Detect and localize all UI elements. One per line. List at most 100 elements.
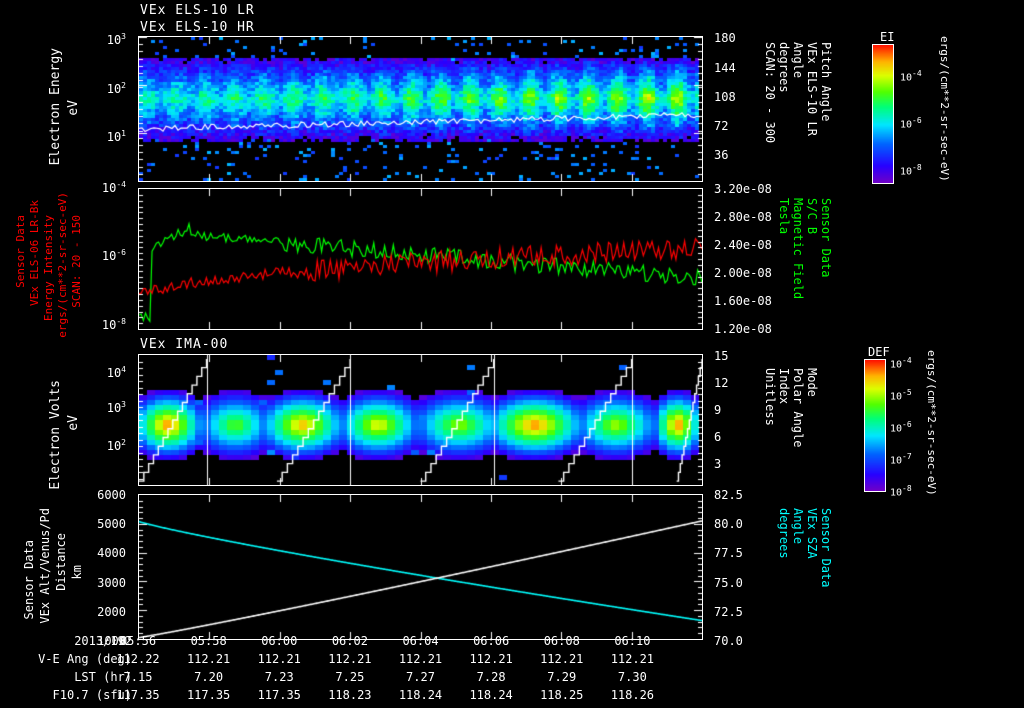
bottom-cell-time-row-6: 06:08 bbox=[543, 634, 580, 648]
panel1-title-line1: VEx ELS-10 LR bbox=[140, 3, 255, 18]
panel3-yunit: eV bbox=[66, 415, 81, 431]
panel4-right-label-3: degrees bbox=[777, 508, 791, 559]
panel3-title: VEx IMA-00 bbox=[140, 337, 229, 352]
panel2-left-label-0: Sensor Data bbox=[14, 215, 27, 288]
panel3-right-tick-4: 3 bbox=[714, 457, 722, 471]
panel3-ytick-2: 102 bbox=[106, 438, 126, 453]
panel4-left-label-2: Distance bbox=[54, 533, 68, 591]
bottom-cell-ve-ang-row-6: 112.21 bbox=[540, 652, 584, 666]
panel1-right-tick-2: 108 bbox=[714, 90, 736, 104]
panel2-right-tick-0: 3.20e-08 bbox=[714, 182, 772, 196]
bottom-cell-ve-ang-row-7: 112.21 bbox=[610, 652, 655, 666]
bottom-cell-lst-row-6: 7.29 bbox=[547, 670, 577, 684]
panel3-colorbar-tick-4: 10-8 bbox=[890, 484, 912, 499]
panel3-right-label-2: Index bbox=[777, 368, 791, 405]
bottom-cell-lst-row-7: 7.30 bbox=[617, 670, 647, 684]
panel2-right-tick-2: 2.40e-08 bbox=[714, 238, 772, 252]
panel4-left-label-1: VEx Alt/Venus/Pd bbox=[38, 508, 52, 624]
panel2-right-tick-5: 1.20e-08 bbox=[714, 322, 772, 336]
panel3-right-label-1: Polar Angle bbox=[791, 368, 805, 448]
bottom-cell-time-row-3: 06:02 bbox=[331, 634, 368, 648]
panel2-right-tick-1: 2.80e-08 bbox=[714, 210, 772, 224]
bottom-cell-lst-row-3: 7.25 bbox=[335, 670, 365, 684]
panel2-right-label-0: Sensor Data bbox=[819, 198, 833, 278]
panel1-right-label-3: degrees bbox=[777, 42, 791, 93]
panel3-ylabel: Electron Volts bbox=[48, 380, 63, 490]
panel3-spectrogram-canvas[interactable] bbox=[139, 355, 702, 485]
bottom-cell-lst-row-4: 7.27 bbox=[406, 670, 435, 684]
panel1-right-label-0: Pitch Angle bbox=[819, 42, 833, 122]
bottom-cell-ve-ang-row-4: 112.21 bbox=[398, 652, 443, 666]
panel4-line-canvas[interactable] bbox=[139, 495, 702, 639]
panel2-right-tick-3: 2.00e-08 bbox=[714, 266, 772, 280]
panel2-ytick-1: 10-6 bbox=[101, 248, 126, 263]
bottom-cell-ve-ang-row-3: 112.21 bbox=[328, 652, 372, 666]
panel4-right-tick-5: 70.0 bbox=[714, 634, 743, 648]
panel1-right-label-2: Angle bbox=[791, 42, 805, 79]
panel2-left-label-2: Energy Intensity bbox=[42, 215, 55, 321]
bottom-cell-lst-row-0: 7.15 bbox=[123, 670, 153, 684]
panel4-ytick-4: 2000 bbox=[97, 605, 126, 619]
panel4-ytick-5: 1000 bbox=[97, 634, 126, 648]
panel4-left-label-0: Sensor Data bbox=[22, 540, 36, 620]
panel2-right-tick-4: 1.60e-08 bbox=[714, 294, 772, 308]
panel4-ytick-2: 4000 bbox=[97, 546, 126, 560]
bottom-cell-f107-row-5: 118.24 bbox=[469, 688, 513, 702]
bottom-cell-lst-row-5: 7.28 bbox=[476, 670, 506, 684]
panel1-right-tick-4: 36 bbox=[714, 148, 729, 162]
bottom-cell-f107-row-6: 118.25 bbox=[540, 688, 584, 702]
panel1-ytick-0: 103 bbox=[106, 32, 126, 47]
panel1-colorbar-tick-0: 10-4 bbox=[900, 69, 922, 84]
panel2-ytick-2: 10-8 bbox=[101, 317, 126, 332]
panel2-right-label-2: Magnetic Field bbox=[791, 198, 805, 300]
bottom-cell-time-row-2: 06:00 bbox=[261, 634, 298, 648]
panel4-right-tick-2: 77.5 bbox=[714, 546, 743, 560]
panel1-title-line2: VEx ELS-10 HR bbox=[140, 20, 255, 35]
bottom-cell-lst-row-1: 7.20 bbox=[194, 670, 224, 684]
panel4-right-label-1: VEx SZA bbox=[805, 508, 819, 559]
panel1-yunit: eV bbox=[66, 100, 81, 116]
bottom-cell-f107-row-4: 118.24 bbox=[398, 688, 443, 702]
panel3-right-tick-3: 6 bbox=[714, 430, 722, 444]
panel2-right-label-3: Tesla bbox=[777, 198, 791, 235]
panel3-colorbar-tick-0: 10-4 bbox=[890, 356, 912, 371]
bottom-row-label-f107-row: F10.7 (sfu) bbox=[52, 688, 132, 702]
panel4-ytick-0: 6000 bbox=[97, 488, 126, 502]
panel3-right-label-3: Unitless bbox=[763, 368, 777, 426]
panel2-ytick-0: 10-4 bbox=[101, 180, 126, 195]
bottom-row-label-lst-row: LST (hr) bbox=[74, 670, 132, 684]
panel3-colorbar-tick-3: 10-7 bbox=[890, 452, 912, 467]
bottom-cell-ve-ang-row-1: 112.21 bbox=[186, 652, 231, 666]
panel3-ytick-1: 103 bbox=[106, 400, 126, 415]
panel3-right-tick-1: 12 bbox=[714, 376, 729, 390]
panel4-right-tick-1: 80.0 bbox=[714, 517, 743, 531]
panel2-left-label-1: VEx ELS-06 LR-Bk bbox=[28, 200, 41, 306]
panel3-colorbar-unit: ergs/(cm**2-sr-sec-eV) bbox=[925, 350, 938, 496]
panel4-right-tick-4: 72.5 bbox=[714, 605, 743, 619]
bottom-cell-f107-row-7: 118.26 bbox=[610, 688, 655, 702]
panel1-colorbar-unit: ergs/(cm**2-sr-sec-eV) bbox=[938, 36, 951, 182]
bottom-cell-ve-ang-row-5: 112.21 bbox=[469, 652, 513, 666]
panel1-colorbar-tick-2: 10-8 bbox=[900, 163, 922, 178]
panel1-colorbar bbox=[872, 44, 894, 184]
bottom-cell-ve-ang-row-0: 112.22 bbox=[116, 652, 160, 666]
panel2-line-canvas[interactable] bbox=[139, 189, 702, 329]
panel4-right-tick-0: 82.5 bbox=[714, 488, 743, 502]
bottom-row-label-ve-ang-row: V-E Ang (deg) bbox=[38, 652, 132, 666]
panel3-right-tick-2: 9 bbox=[714, 403, 722, 417]
panel4-right-tick-3: 75.0 bbox=[714, 576, 743, 590]
bottom-cell-f107-row-3: 118.23 bbox=[328, 688, 372, 702]
panel2-left-label-3: ergs/(cm**2-sr-sec-eV) bbox=[56, 192, 69, 338]
panel3-right-tick-0: 15 bbox=[714, 349, 729, 363]
panel1-spectrogram-canvas[interactable] bbox=[139, 37, 702, 181]
bottom-cell-lst-row-2: 7.23 bbox=[264, 670, 294, 684]
panel1-right-tick-1: 144 bbox=[714, 61, 736, 75]
bottom-row-label-time-row: 2013/192 bbox=[74, 634, 132, 648]
bottom-cell-time-row-4: 06:04 bbox=[402, 634, 439, 648]
panel1-colorbar-label: EI bbox=[880, 30, 895, 44]
bottom-cell-time-row-5: 06:06 bbox=[473, 634, 510, 648]
bottom-cell-time-row-0: 05:56 bbox=[119, 634, 157, 648]
panel1-right-label-4: SCAN: 20 - 300 bbox=[763, 42, 777, 144]
panel4-right-label-2: Angle bbox=[791, 508, 805, 545]
panel3-colorbar-label: DEF bbox=[868, 345, 890, 359]
